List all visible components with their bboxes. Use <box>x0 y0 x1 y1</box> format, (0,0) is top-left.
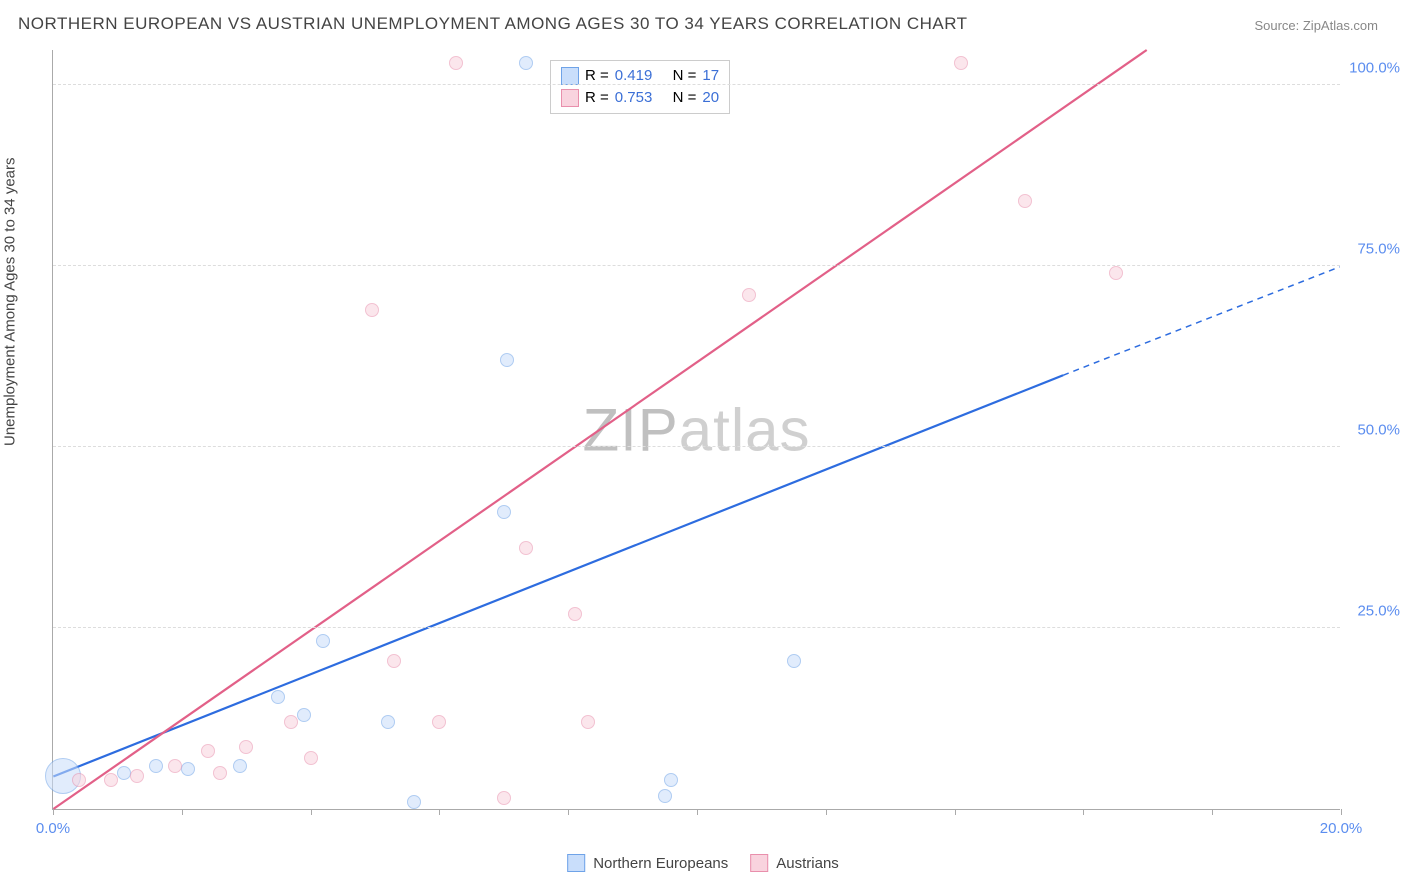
source-attribution: Source: ZipAtlas.com <box>1254 18 1378 33</box>
data-point-northern_europeans <box>181 762 195 776</box>
y-axis-label: Unemployment Among Ages 30 to 34 years <box>2 157 19 446</box>
x-tick <box>182 809 183 815</box>
trend-line-austrians <box>53 50 1146 809</box>
legend-label-series-1: Austrians <box>776 855 839 872</box>
gridline-h <box>53 84 1340 85</box>
data-point-austrians <box>519 541 533 555</box>
data-point-northern_europeans <box>787 654 801 668</box>
x-tick-label: 20.0% <box>1320 820 1363 837</box>
data-point-austrians <box>365 303 379 317</box>
data-point-northern_europeans <box>519 56 533 70</box>
gridline-h <box>53 446 1340 447</box>
trend-lines-layer <box>53 50 1340 809</box>
chart-container: NORTHERN EUROPEAN VS AUSTRIAN UNEMPLOYME… <box>0 0 1406 892</box>
y-tick-label: 25.0% <box>1345 603 1400 620</box>
source-name: ZipAtlas.com <box>1303 18 1378 33</box>
x-tick <box>697 809 698 815</box>
data-point-austrians <box>742 288 756 302</box>
x-tick <box>955 809 956 815</box>
data-point-austrians <box>449 56 463 70</box>
y-tick-label: 75.0% <box>1345 241 1400 258</box>
data-point-austrians <box>201 744 215 758</box>
x-tick <box>1083 809 1084 815</box>
data-point-northern_europeans <box>316 634 330 648</box>
plot-area: ZIPatlas R = 0.419 N = 17 R = 0.753 N = … <box>52 50 1340 810</box>
data-point-austrians <box>168 759 182 773</box>
n-value-series-1: 20 <box>702 87 719 109</box>
trend-line-dashed-northern_europeans <box>1063 267 1340 375</box>
stats-legend: R = 0.419 N = 17 R = 0.753 N = 20 <box>550 60 730 114</box>
legend-label-series-0: Northern Europeans <box>593 855 728 872</box>
data-point-austrians <box>387 654 401 668</box>
data-point-northern_europeans <box>658 789 672 803</box>
x-tick <box>1341 809 1342 815</box>
data-point-northern_europeans <box>117 766 131 780</box>
gridline-h <box>53 265 1340 266</box>
x-tick-label: 0.0% <box>36 820 70 837</box>
data-point-austrians <box>104 773 118 787</box>
x-tick <box>311 809 312 815</box>
data-point-northern_europeans <box>497 505 511 519</box>
gridline-h <box>53 627 1340 628</box>
swatch-series-1 <box>561 89 579 107</box>
swatch-series-0 <box>567 854 585 872</box>
source-prefix: Source: <box>1254 18 1302 33</box>
data-point-austrians <box>432 715 446 729</box>
n-label: N = <box>673 87 697 109</box>
data-point-austrians <box>239 740 253 754</box>
data-point-northern_europeans <box>271 690 285 704</box>
data-point-northern_europeans <box>149 759 163 773</box>
swatch-series-0 <box>561 67 579 85</box>
r-value-series-1: 0.753 <box>615 87 653 109</box>
x-tick <box>439 809 440 815</box>
data-point-northern_europeans <box>664 773 678 787</box>
legend-item-series-0: Northern Europeans <box>567 854 728 872</box>
swatch-series-1 <box>750 854 768 872</box>
data-point-northern_europeans <box>381 715 395 729</box>
data-point-austrians <box>1109 266 1123 280</box>
bottom-legend: Northern Europeans Austrians <box>567 854 839 872</box>
data-point-austrians <box>213 766 227 780</box>
chart-title: NORTHERN EUROPEAN VS AUSTRIAN UNEMPLOYME… <box>18 14 968 34</box>
data-point-austrians <box>284 715 298 729</box>
x-tick <box>1212 809 1213 815</box>
x-tick <box>826 809 827 815</box>
x-tick <box>568 809 569 815</box>
stats-row-series-1: R = 0.753 N = 20 <box>561 87 719 109</box>
x-tick <box>53 809 54 815</box>
data-point-austrians <box>1018 194 1032 208</box>
data-point-austrians <box>568 607 582 621</box>
trend-line-northern_europeans <box>53 375 1063 776</box>
data-point-austrians <box>581 715 595 729</box>
data-point-northern_europeans <box>233 759 247 773</box>
data-point-northern_europeans <box>297 708 311 722</box>
data-point-northern_europeans <box>500 353 514 367</box>
y-tick-label: 50.0% <box>1345 422 1400 439</box>
y-tick-label: 100.0% <box>1345 60 1400 77</box>
data-point-austrians <box>954 56 968 70</box>
data-point-austrians <box>72 773 86 787</box>
data-point-austrians <box>304 751 318 765</box>
data-point-northern_europeans <box>407 795 421 809</box>
data-point-austrians <box>130 769 144 783</box>
r-label: R = <box>585 87 609 109</box>
data-point-austrians <box>497 791 511 805</box>
legend-item-series-1: Austrians <box>750 854 839 872</box>
